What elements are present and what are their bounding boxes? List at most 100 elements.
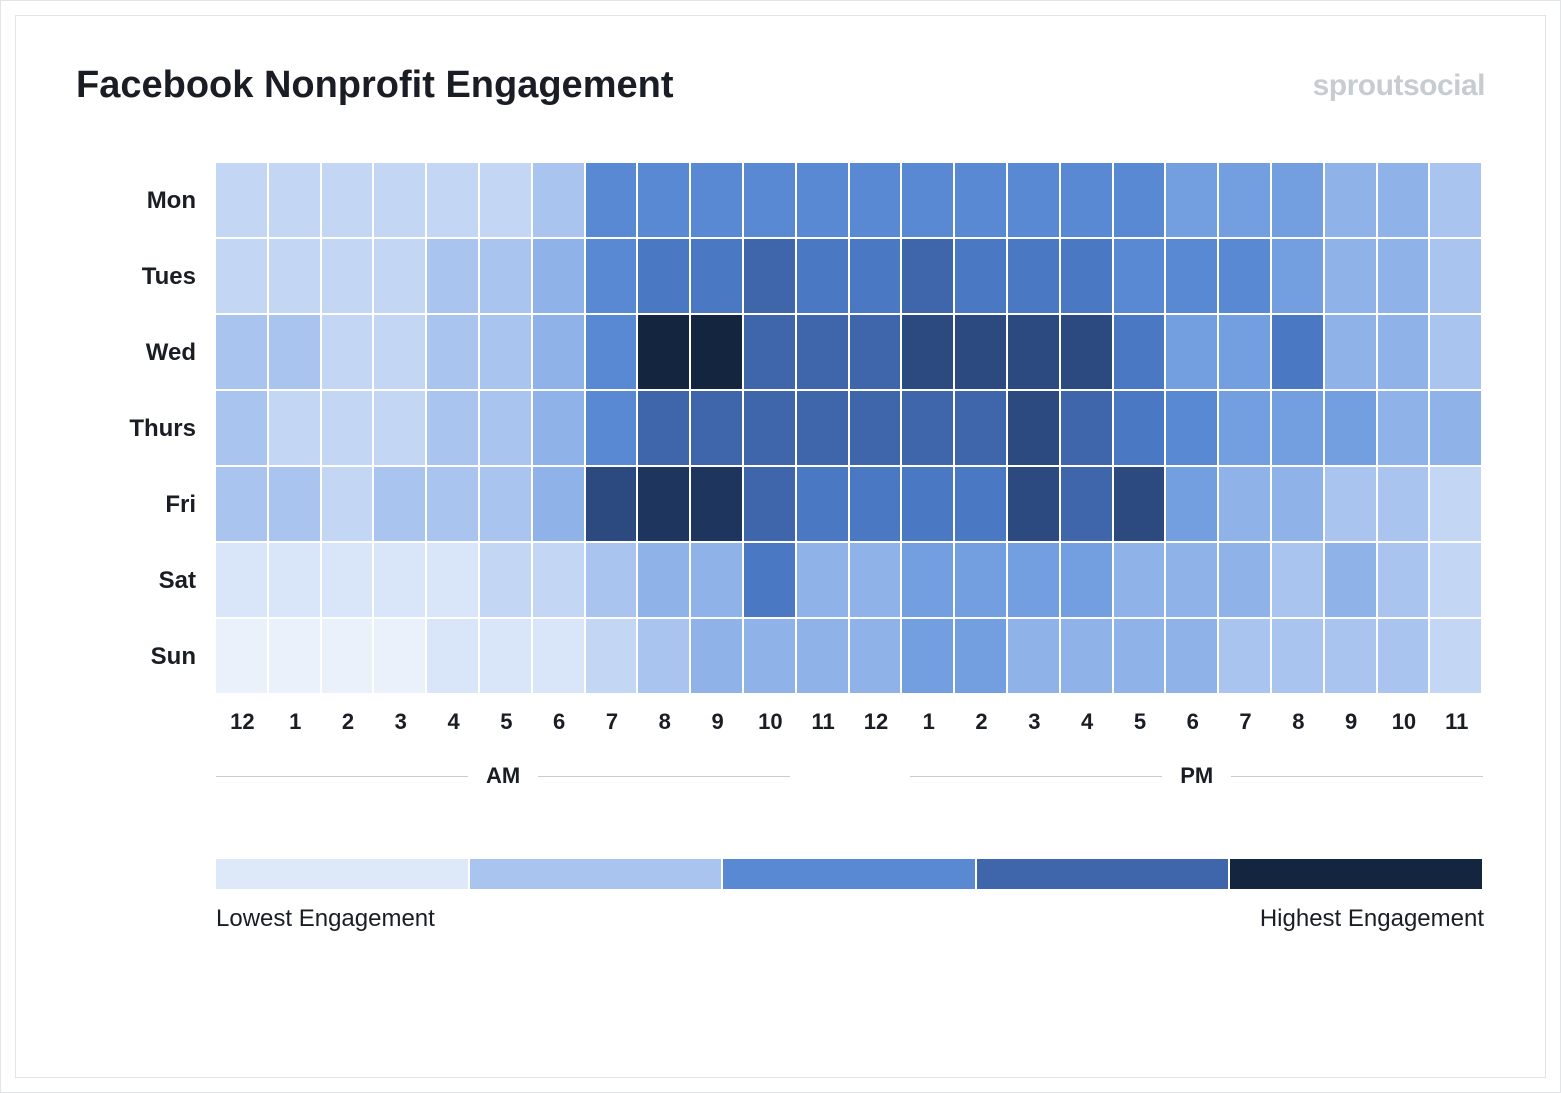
legend: Lowest Engagement Highest Engagement	[216, 859, 1484, 933]
x-axis-labels: 121234567891011121234567891011	[216, 709, 1485, 735]
heatmap-cell	[1061, 391, 1114, 467]
hour-label: 2	[322, 709, 375, 735]
heatmap-cell	[1061, 467, 1114, 543]
heatmap-cell	[1114, 391, 1167, 467]
heatmap-cell	[533, 467, 586, 543]
heatmap-cell	[1325, 239, 1378, 315]
heatmap-cell	[269, 163, 322, 239]
heatmap-cell	[269, 391, 322, 467]
heatmap-cell	[480, 467, 533, 543]
heatmap-cell	[374, 391, 427, 467]
heatmap-cell	[744, 239, 797, 315]
hour-label: 12	[850, 709, 903, 735]
heatmap-cell	[1114, 543, 1167, 619]
heatmap-cell	[1061, 315, 1114, 391]
hour-label: 5	[480, 709, 533, 735]
heatmap-cell	[744, 543, 797, 619]
heatmap-cell	[1325, 467, 1378, 543]
heatmap-cell	[1219, 163, 1272, 239]
heatmap-cell	[1219, 239, 1272, 315]
heatmap-cell	[1114, 619, 1167, 695]
heatmap-cell	[1378, 163, 1431, 239]
heatmap-cell	[1166, 239, 1219, 315]
heatmap-cell	[216, 239, 269, 315]
heatmap-cell	[533, 391, 586, 467]
heatmap-cell	[902, 163, 955, 239]
heatmap-cell	[850, 315, 903, 391]
heatmap-cell	[850, 163, 903, 239]
heatmap-cell	[1219, 315, 1272, 391]
heatmap-cell	[797, 543, 850, 619]
am-line-left	[216, 776, 468, 777]
heatmap-cell	[427, 391, 480, 467]
heatmap-cell	[427, 315, 480, 391]
heatmap-cell	[1430, 467, 1483, 543]
heatmap-cell	[902, 543, 955, 619]
hour-label: 6	[1166, 709, 1219, 735]
heatmap-cell	[955, 619, 1008, 695]
chart-title: Facebook Nonprofit Engagement	[76, 64, 673, 107]
heatmap-cell	[850, 619, 903, 695]
heatmap-cell	[850, 239, 903, 315]
heatmap-cell	[1378, 543, 1431, 619]
hour-label: 10	[1378, 709, 1431, 735]
legend-swatch	[468, 859, 722, 889]
heatmap-cell	[480, 619, 533, 695]
heatmap-cell	[1272, 239, 1325, 315]
heatmap-cell	[216, 315, 269, 391]
heatmap-cell	[691, 391, 744, 467]
heatmap-cell	[586, 619, 639, 695]
heatmap-cell	[850, 391, 903, 467]
heatmap-cell	[322, 239, 375, 315]
heatmap-cell	[797, 391, 850, 467]
heatmap-row	[216, 619, 1483, 695]
legend-swatch	[1228, 859, 1482, 889]
heatmap: MonTuesWedThursFriSatSun	[112, 163, 1485, 695]
heatmap-cell	[691, 315, 744, 391]
heatmap-cell	[480, 543, 533, 619]
heatmap-cell	[216, 163, 269, 239]
brand-logo: sproutsocial	[1313, 69, 1485, 103]
heatmap-cell	[427, 163, 480, 239]
heatmap-cell	[322, 619, 375, 695]
heatmap-cell	[216, 467, 269, 543]
heatmap-cell	[638, 543, 691, 619]
heatmap-cell	[1219, 391, 1272, 467]
heatmap-cell	[1378, 467, 1431, 543]
heatmap-cell	[1061, 619, 1114, 695]
heatmap-cell	[1166, 467, 1219, 543]
day-label: Sun	[112, 619, 216, 695]
am-line-right	[538, 776, 790, 777]
heatmap-cell	[322, 467, 375, 543]
day-label: Wed	[112, 315, 216, 391]
heatmap-cell	[902, 391, 955, 467]
heatmap-cell	[955, 543, 1008, 619]
hour-label: 1	[902, 709, 955, 735]
heatmap-cell	[374, 619, 427, 695]
hour-label: 4	[427, 709, 480, 735]
heatmap-cell	[691, 619, 744, 695]
chart-card: Facebook Nonprofit Engagement sproutsoci…	[15, 15, 1546, 1078]
heatmap-cell	[955, 467, 1008, 543]
heatmap-cell	[586, 239, 639, 315]
heatmap-cell	[1008, 315, 1061, 391]
heatmap-cell	[850, 543, 903, 619]
hour-label: 9	[1325, 709, 1378, 735]
heatmap-cell	[322, 163, 375, 239]
heatmap-cell	[216, 391, 269, 467]
heatmap-cell	[902, 239, 955, 315]
heatmap-cell	[1325, 619, 1378, 695]
legend-swatch	[721, 859, 975, 889]
heatmap-cell	[374, 163, 427, 239]
heatmap-cell	[1325, 391, 1378, 467]
heatmap-cell	[744, 467, 797, 543]
hour-label: 7	[1219, 709, 1272, 735]
heatmap-cell	[427, 467, 480, 543]
hour-label: 3	[374, 709, 427, 735]
heatmap-cell	[269, 619, 322, 695]
heatmap-cell	[1430, 163, 1483, 239]
legend-swatch	[975, 859, 1229, 889]
heatmap-cell	[797, 619, 850, 695]
hour-label: 2	[955, 709, 1008, 735]
heatmap-cell	[1166, 391, 1219, 467]
